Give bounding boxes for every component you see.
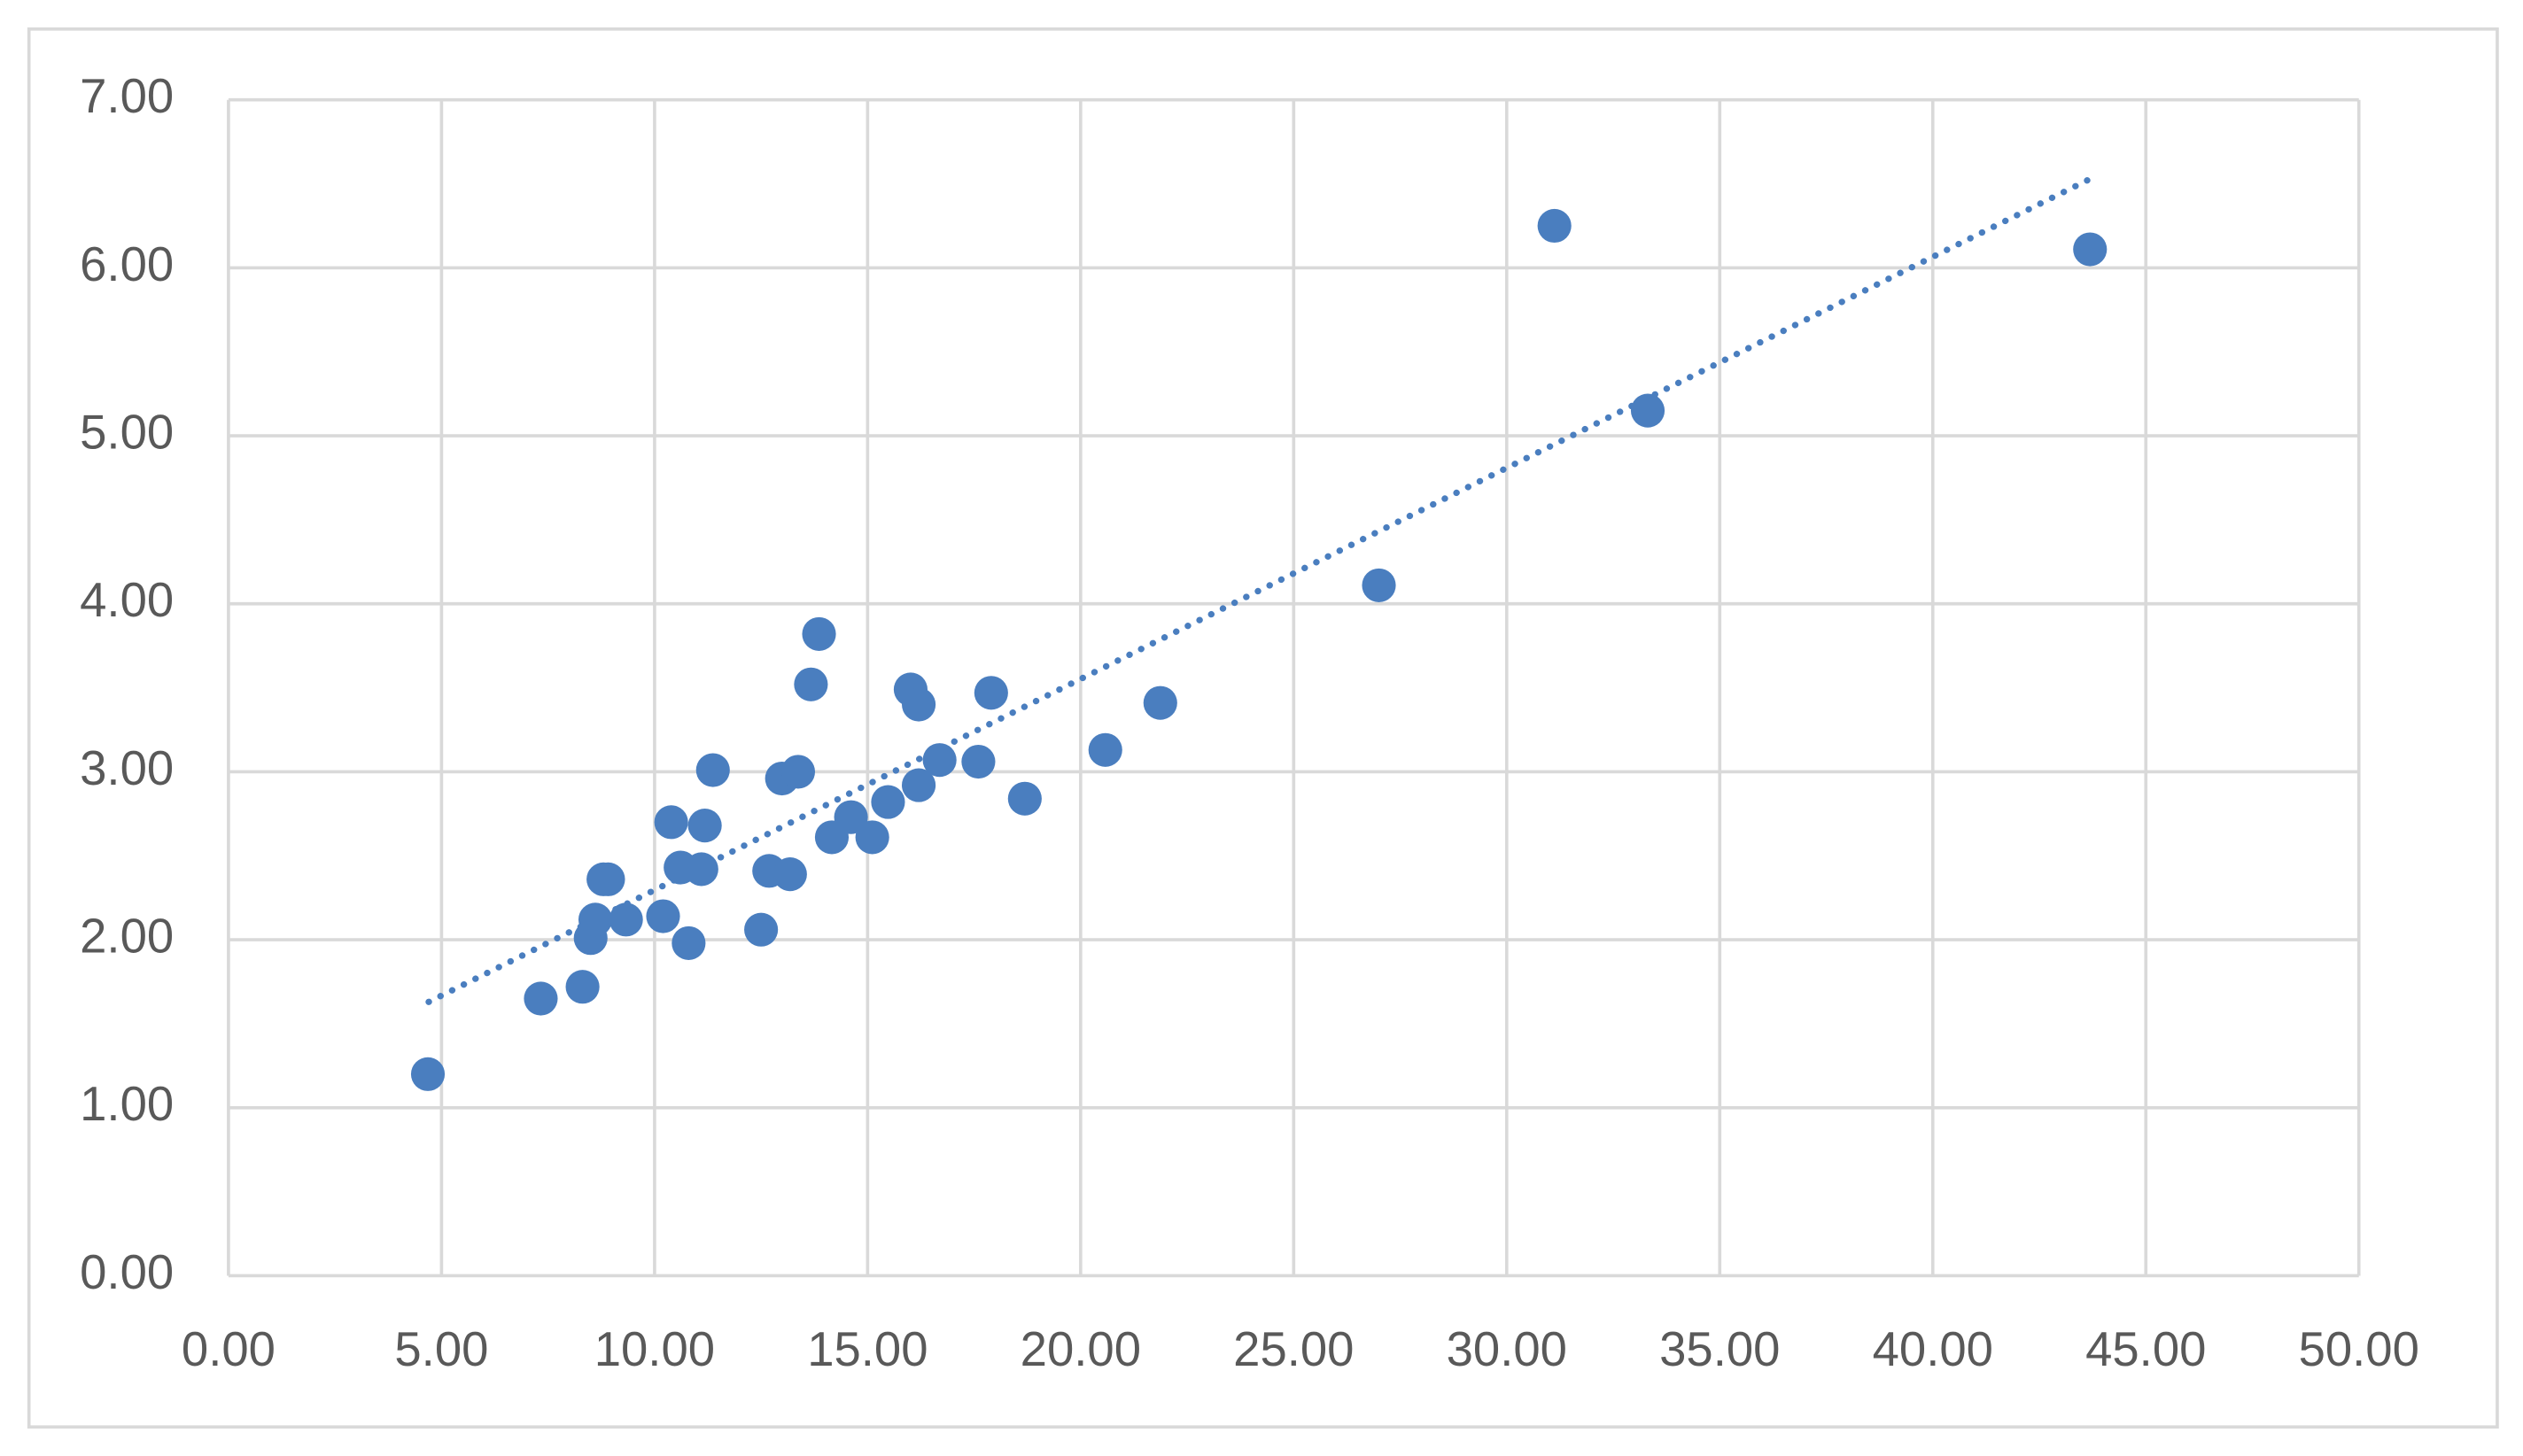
data-point xyxy=(609,902,643,937)
y-tick-label: 3.00 xyxy=(80,741,174,795)
x-tick-label: 40.00 xyxy=(1873,1322,1993,1376)
data-point xyxy=(802,616,836,651)
data-point xyxy=(1537,208,1572,244)
data-point xyxy=(565,970,600,1004)
data-point xyxy=(410,1057,446,1091)
x-tick-label: 35.00 xyxy=(1659,1322,1780,1376)
data-point xyxy=(695,753,730,787)
x-tick-label: 30.00 xyxy=(1447,1322,1567,1376)
data-point xyxy=(1088,732,1122,767)
x-tick-label: 10.00 xyxy=(594,1322,715,1376)
trendline xyxy=(425,175,2094,1005)
data-point xyxy=(646,899,680,933)
data-point xyxy=(1630,393,1665,428)
data-point xyxy=(591,862,625,896)
data-point xyxy=(922,743,957,778)
data-point xyxy=(961,744,996,779)
data-point xyxy=(654,805,688,840)
x-tick-label: 50.00 xyxy=(2299,1322,2419,1376)
chart-border xyxy=(27,27,2499,1429)
y-tick-label: 7.00 xyxy=(80,69,174,123)
x-tick-label: 20.00 xyxy=(1021,1322,1141,1376)
data-point xyxy=(902,768,936,802)
x-tick-label: 25.00 xyxy=(1233,1322,1354,1376)
data-point xyxy=(524,981,558,1016)
x-tick-label: 5.00 xyxy=(394,1322,488,1376)
data-point xyxy=(578,902,613,937)
data-point xyxy=(2073,232,2108,267)
y-tick-label: 2.00 xyxy=(80,909,174,963)
data-point xyxy=(871,785,905,819)
data-point xyxy=(902,687,936,722)
data-point xyxy=(1007,781,1042,816)
data-point xyxy=(744,912,779,947)
x-tick-label: 0.00 xyxy=(182,1322,276,1376)
data-point xyxy=(794,667,828,701)
data-point xyxy=(855,820,889,855)
data-point xyxy=(1143,685,1177,720)
data-point xyxy=(974,676,1008,710)
y-tick-label: 1.00 xyxy=(80,1077,174,1131)
data-point xyxy=(672,925,706,960)
data-point xyxy=(684,852,718,887)
data-point xyxy=(1362,568,1396,602)
data-point xyxy=(780,755,816,789)
data-point xyxy=(834,800,868,834)
x-tick-label: 15.00 xyxy=(807,1322,928,1376)
x-tick-label: 45.00 xyxy=(2085,1322,2206,1376)
data-point xyxy=(772,857,807,892)
data-point xyxy=(687,809,722,843)
y-tick-label: 5.00 xyxy=(80,405,174,459)
y-tick-label: 6.00 xyxy=(80,237,174,291)
y-tick-label: 0.00 xyxy=(80,1245,174,1299)
y-tick-label: 4.00 xyxy=(80,573,174,627)
